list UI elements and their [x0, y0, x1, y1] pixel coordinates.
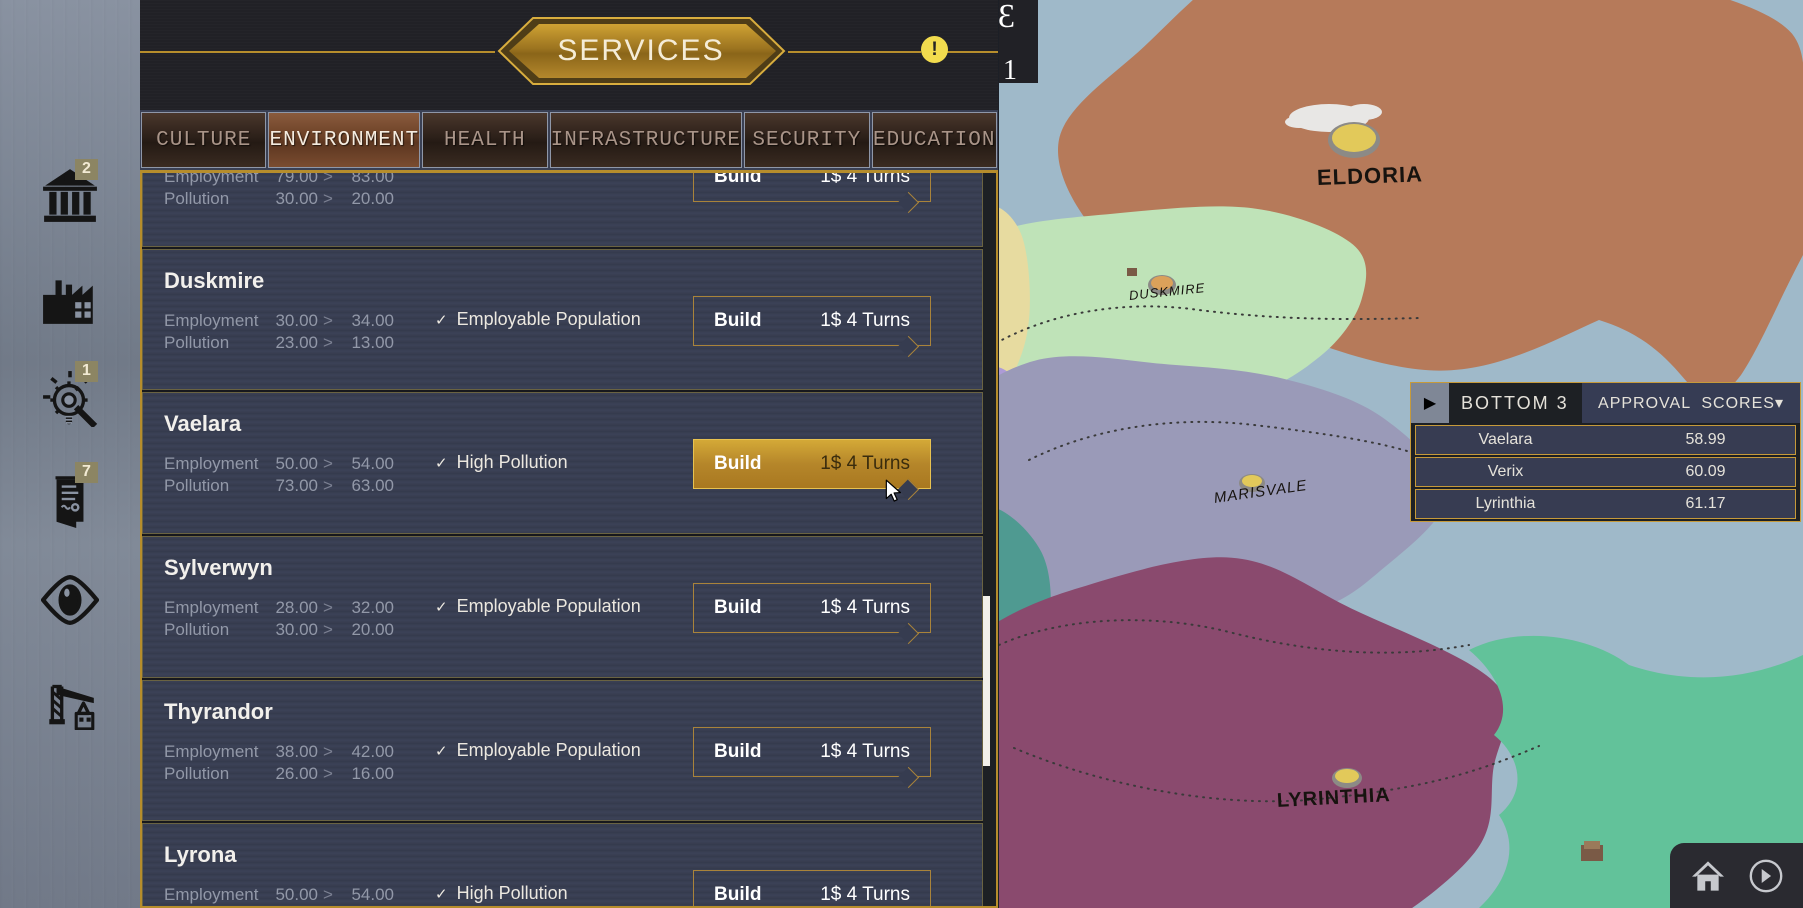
svg-text:SERVICES: SERVICES [557, 34, 724, 67]
